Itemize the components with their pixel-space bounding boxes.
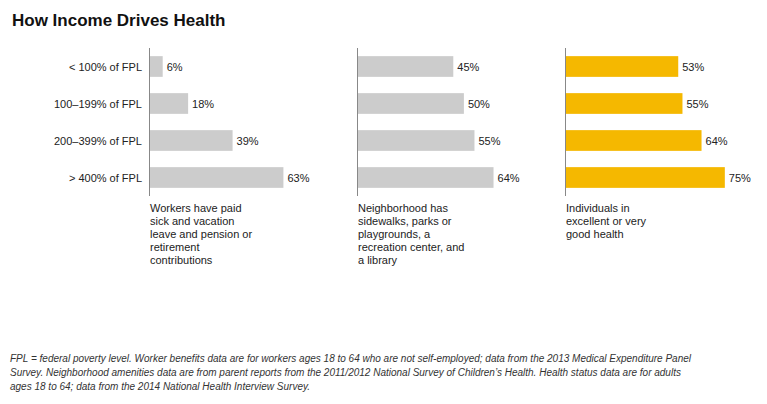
data-label: 39% [237,135,259,147]
bar [150,93,188,114]
category-label: 100–199% of FPL [54,98,142,110]
bar [358,167,494,188]
footnote: FPL = federal poverty level. Worker bene… [10,353,692,364]
footnote: ages 18 to 64; data from the 2014 Nation… [10,381,310,392]
axis-line [149,48,150,196]
panel: 45% 50% 55% 64% Neighborhood hassidewalks, p… [358,48,520,266]
chart: How Income Drives Health < 100% of FPL 100… [0,0,767,404]
bar [358,93,464,114]
data-label: 55% [686,98,708,110]
data-label: 53% [682,61,704,73]
bars [566,56,725,188]
data-label: 45% [457,61,479,73]
data-label: 50% [468,98,490,110]
category-label: 200–399% of FPL [54,135,142,147]
bar [566,130,702,151]
bar [566,167,725,188]
data-label: 18% [192,98,214,110]
bar [358,56,453,77]
category-label: < 100% of FPL [69,61,142,73]
panel: 6% 18% 39% 63% Workers have paidsick and vac… [150,48,310,266]
bars [150,56,283,188]
series-label: Workers have paidsick and vacationleave … [150,202,252,266]
category-label: > 400% of FPL [69,172,142,184]
series-label: Individuals inexcellent or verygood heal… [566,202,647,240]
data-label: 75% [729,172,751,184]
panel: 53% 55% 64% 75% Individuals inexcellent or v… [566,48,752,240]
bars [358,56,494,188]
series-label: Neighborhood hassidewalks, parks orplayg… [358,202,464,266]
bar [566,93,682,114]
bar [150,56,163,77]
axis-line [565,48,566,196]
axis-line [357,48,358,196]
bar [358,130,474,151]
data-label: 64% [498,172,520,184]
footnote: Survey. Neighborhood amenities data are … [10,367,681,378]
data-label: 6% [167,61,183,73]
title: How Income Drives Health [12,11,226,30]
bar [150,130,233,151]
data-label: 64% [706,135,728,147]
data-label: 63% [287,172,309,184]
bar [566,56,678,77]
bar [150,167,283,188]
data-label: 55% [478,135,500,147]
